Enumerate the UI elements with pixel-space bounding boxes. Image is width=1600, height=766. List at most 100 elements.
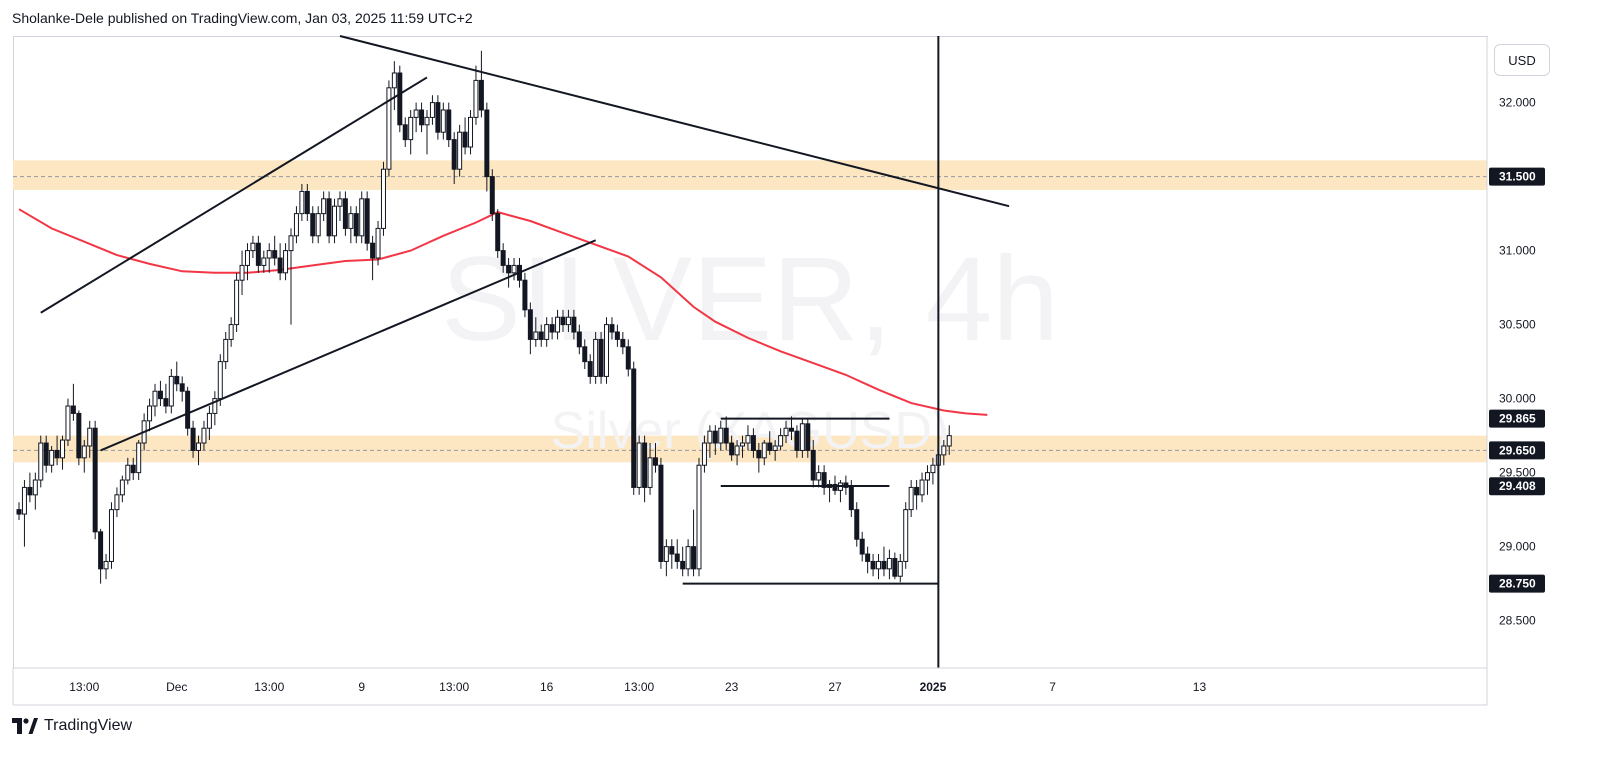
candle bbox=[636, 435, 642, 495]
candle-body-down bbox=[185, 390, 191, 429]
candle bbox=[794, 425, 800, 458]
candle-body-down bbox=[560, 316, 566, 326]
candle-body-up bbox=[647, 457, 653, 488]
candle-body-down bbox=[163, 398, 169, 407]
candle-body-up bbox=[332, 205, 338, 237]
price-label: 28.750 bbox=[1499, 577, 1536, 591]
currency-button[interactable]: USD bbox=[1494, 44, 1550, 76]
candle-body-up bbox=[375, 227, 381, 259]
x-tick-label: 13:00 bbox=[624, 680, 654, 694]
candle bbox=[174, 361, 180, 392]
candle-body-down bbox=[723, 427, 729, 444]
candle-body-up bbox=[413, 109, 419, 118]
candle-body-down bbox=[571, 316, 577, 333]
candle bbox=[647, 443, 653, 495]
candle bbox=[435, 95, 441, 140]
candle bbox=[429, 95, 435, 125]
candle bbox=[228, 317, 234, 347]
candle-body-up bbox=[544, 324, 550, 340]
candle-body-up bbox=[250, 242, 256, 252]
candle-body-up bbox=[261, 257, 267, 266]
candle-body-up bbox=[266, 250, 272, 259]
candle bbox=[941, 440, 947, 466]
candle-body-up bbox=[783, 427, 789, 437]
candle-body-up bbox=[152, 390, 158, 407]
candle-body-down bbox=[674, 553, 680, 562]
price-label-box bbox=[1489, 574, 1545, 593]
candle bbox=[527, 302, 533, 355]
candle-body-up bbox=[555, 316, 561, 333]
candle bbox=[359, 191, 365, 244]
candle bbox=[663, 539, 669, 577]
x-tick-label: 13 bbox=[1193, 680, 1207, 694]
candle-body-down bbox=[397, 72, 403, 126]
candle bbox=[821, 465, 827, 495]
candle-body-up bbox=[604, 324, 610, 377]
candle bbox=[190, 420, 196, 458]
candle-body-down bbox=[538, 331, 544, 340]
candle bbox=[87, 420, 93, 458]
candle-body-down bbox=[729, 442, 735, 456]
candle-body-up bbox=[440, 109, 446, 133]
x-tick-label: 23 bbox=[725, 680, 739, 694]
candle-body-down bbox=[522, 279, 528, 311]
candle bbox=[462, 117, 468, 155]
candle-body-up bbox=[707, 430, 713, 444]
candle-body-down bbox=[625, 346, 631, 370]
brand-name: TradingView bbox=[44, 717, 133, 734]
candle-body-up bbox=[565, 316, 571, 326]
candle bbox=[924, 465, 930, 495]
candle-body-down bbox=[451, 139, 457, 170]
candle-body-down bbox=[304, 190, 310, 215]
price-label: 29.650 bbox=[1499, 443, 1536, 457]
candle-body-up bbox=[946, 435, 952, 447]
candle-body-down bbox=[691, 546, 697, 570]
candle bbox=[206, 406, 212, 441]
candle bbox=[631, 361, 637, 495]
candle bbox=[38, 435, 44, 488]
candle bbox=[544, 317, 550, 347]
candle-body-down bbox=[277, 257, 283, 274]
y-tick-label: 31.000 bbox=[1499, 244, 1536, 258]
x-tick-label: 13:00 bbox=[69, 680, 99, 694]
candle-body-up bbox=[685, 546, 691, 570]
candle bbox=[92, 420, 98, 540]
candle bbox=[293, 206, 299, 244]
candle-body-down bbox=[712, 430, 718, 444]
candle-body-down bbox=[98, 531, 104, 570]
candle-body-down bbox=[642, 442, 648, 488]
candle-body-up bbox=[473, 79, 479, 118]
candle bbox=[604, 317, 610, 384]
footer-brand[interactable]: TradingView bbox=[12, 717, 132, 735]
candle bbox=[788, 416, 794, 441]
candle bbox=[21, 480, 27, 547]
candle-body-up bbox=[919, 479, 925, 496]
candle bbox=[669, 539, 675, 569]
candle bbox=[239, 250, 245, 296]
candle-body-up bbox=[772, 445, 778, 451]
candle bbox=[332, 198, 338, 244]
candle-body-down bbox=[495, 213, 501, 252]
candle bbox=[908, 480, 914, 518]
candle bbox=[549, 317, 555, 340]
candle-body-up bbox=[897, 560, 903, 577]
candle-body-up bbox=[21, 486, 27, 515]
candle-body-down bbox=[821, 472, 827, 488]
candle bbox=[576, 324, 582, 355]
candle-body-down bbox=[549, 324, 555, 333]
candle-body-up bbox=[293, 213, 299, 237]
candle-body-up bbox=[348, 213, 354, 229]
candle bbox=[70, 383, 76, 421]
candle-body-up bbox=[81, 445, 87, 459]
candle bbox=[424, 110, 430, 155]
candle-body-up bbox=[663, 546, 669, 562]
candle bbox=[473, 65, 479, 125]
x-tick-label: 13:00 bbox=[439, 680, 469, 694]
watermark-layer: SILVER, 4h Silver (XAGUSD) bbox=[441, 232, 1059, 460]
candle-body-down bbox=[92, 427, 98, 533]
candle bbox=[854, 502, 860, 547]
candle-body-down bbox=[157, 390, 163, 400]
candle bbox=[468, 110, 474, 155]
candle-body-up bbox=[49, 449, 55, 466]
